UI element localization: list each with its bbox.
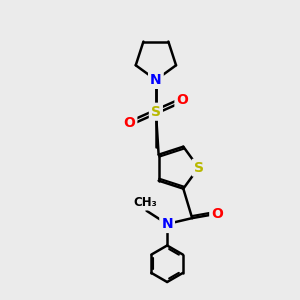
- Text: O: O: [124, 116, 135, 130]
- Text: N: N: [150, 73, 162, 87]
- Text: N: N: [161, 217, 173, 231]
- Text: O: O: [176, 93, 188, 107]
- Text: S: S: [151, 105, 161, 119]
- Text: O: O: [211, 207, 223, 221]
- Text: S: S: [194, 161, 204, 175]
- Text: CH₃: CH₃: [133, 196, 157, 209]
